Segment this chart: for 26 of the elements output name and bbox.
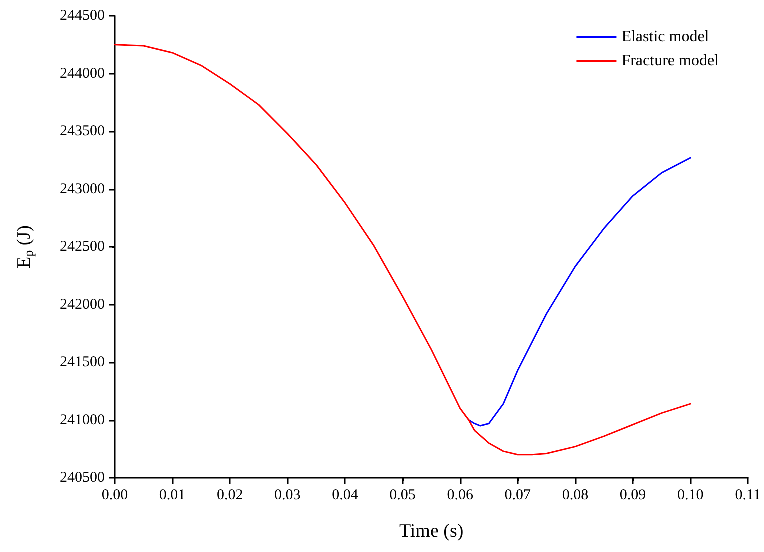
y-tick-label: 240500 — [60, 470, 105, 486]
y-tick-label: 244000 — [60, 66, 105, 82]
x-tick-label: 0.10 — [677, 488, 704, 504]
y-tick-label: 242000 — [60, 296, 105, 313]
x-tick-label: 0.09 — [620, 488, 646, 504]
x-tick-label: 0.00 — [102, 488, 128, 504]
y-tick-label: 241000 — [60, 412, 105, 428]
line-series — [468, 157, 692, 427]
y-tick-label: 242500 — [60, 239, 105, 255]
legend-label: Elastic model — [622, 28, 710, 46]
x-tick-label: 0.03 — [274, 488, 301, 504]
y-tick-label: 244500 — [60, 8, 105, 24]
x-tick-label: 0.11 — [735, 488, 762, 504]
y-axis-title: Ep (J) — [14, 226, 36, 268]
x-axis-title: Time (s) — [399, 521, 464, 542]
legend-label: Fracture model — [622, 52, 720, 70]
y-tick-label: 243000 — [60, 181, 105, 198]
x-tick-label: 0.02 — [216, 488, 244, 504]
x-tick-label: 0.08 — [562, 488, 589, 504]
x-tick-label: 0.06 — [447, 488, 474, 504]
y-tick-label: 243500 — [60, 124, 105, 140]
x-tick-label: 0.05 — [390, 488, 416, 504]
x-tick-label: 0.04 — [332, 488, 359, 504]
x-tick-label: 0.01 — [159, 488, 186, 504]
x-tick-label: 0.07 — [504, 488, 532, 504]
y-tick-label: 241500 — [60, 354, 105, 370]
